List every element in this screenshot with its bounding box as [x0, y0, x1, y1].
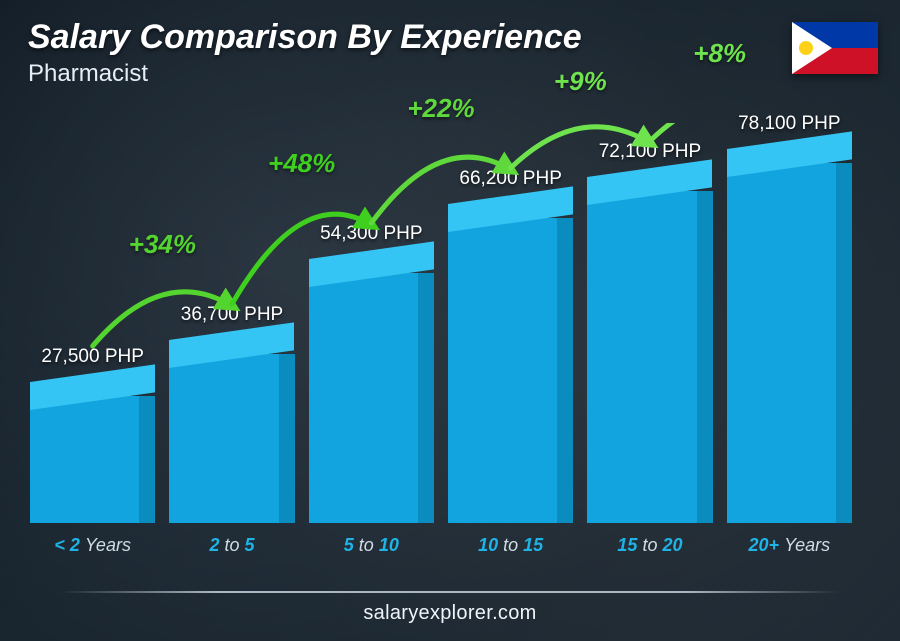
bar-x-label: 20+ Years	[727, 535, 852, 556]
bar-2to5: 36,700 PHP2 to 5	[169, 354, 294, 523]
increment-label: +22%	[407, 93, 474, 124]
bar-x-label: 2 to 5	[169, 535, 294, 556]
increment-label: +9%	[554, 66, 607, 97]
bar-front-face	[587, 191, 696, 523]
footer-text: salaryexplorer.com	[0, 602, 900, 625]
bar-side-face	[557, 218, 573, 523]
increment-label: +8%	[693, 38, 746, 69]
bar-side-face	[697, 191, 713, 523]
bar-body: 78,100 PHP	[727, 163, 852, 523]
bar-side-face	[139, 396, 155, 523]
bar-chart: 27,500 PHP< 2 Years36,700 PHP2 to 554,30…	[30, 123, 852, 553]
bar-value-label: 72,100 PHP	[599, 141, 701, 163]
bar-group: 27,500 PHP< 2 Years36,700 PHP2 to 554,30…	[30, 123, 852, 523]
bar-front-face	[309, 273, 418, 523]
bar-body: 27,500 PHP	[30, 396, 155, 523]
bar-x-label: 10 to 15	[448, 535, 573, 556]
increment-label: +34%	[129, 229, 196, 260]
bar-20plus: 78,100 PHP20+ Years	[727, 163, 852, 523]
bar-front-face	[169, 354, 278, 523]
bar-side-face	[418, 273, 434, 523]
footer-divider	[60, 591, 840, 593]
country-flag	[792, 22, 878, 74]
flag-sun-icon	[799, 41, 813, 55]
infographic-canvas: Salary Comparison By Experience Pharmaci…	[0, 0, 900, 641]
bar-value-label: 66,200 PHP	[459, 168, 561, 190]
chart-subtitle: Pharmacist	[28, 60, 148, 88]
bar-x-label: < 2 Years	[30, 535, 155, 556]
bar-body: 72,100 PHP	[587, 191, 712, 523]
bar-value-label: 54,300 PHP	[320, 223, 422, 245]
bar-value-label: 78,100 PHP	[738, 113, 840, 135]
bar-body: 36,700 PHP	[169, 354, 294, 523]
bar-side-face	[279, 354, 295, 523]
bar-front-face	[30, 396, 139, 523]
bar-side-face	[836, 163, 852, 523]
bar-10to15: 66,200 PHP10 to 15	[448, 218, 573, 523]
bar-x-label: 5 to 10	[309, 535, 434, 556]
bar-15to20: 72,100 PHP15 to 20	[587, 191, 712, 523]
bar-body: 66,200 PHP	[448, 218, 573, 523]
bar-lt2: 27,500 PHP< 2 Years	[30, 396, 155, 523]
bar-body: 54,300 PHP	[309, 273, 434, 523]
chart-title: Salary Comparison By Experience	[28, 18, 582, 57]
bar-value-label: 27,500 PHP	[41, 346, 143, 368]
increment-label: +48%	[268, 148, 335, 179]
bar-x-label: 15 to 20	[587, 535, 712, 556]
bar-front-face	[727, 163, 836, 523]
bar-front-face	[448, 218, 557, 523]
bar-value-label: 36,700 PHP	[181, 304, 283, 326]
bar-5to10: 54,300 PHP5 to 10	[309, 273, 434, 523]
